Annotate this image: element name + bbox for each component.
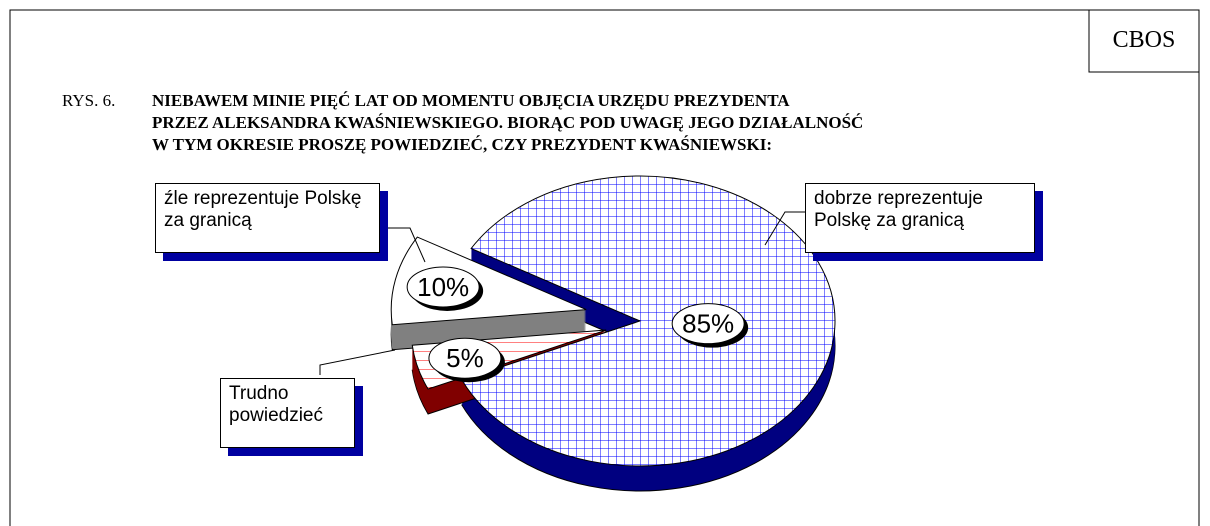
leader-lines	[319, 211, 805, 375]
title-line: W TYM OKRESIE PROSZĘ POWIEDZIEĆ, CZY PRE…	[152, 135, 772, 154]
category-label: źle reprezentuje Polskę za granicą	[155, 183, 380, 253]
value-label-bg	[428, 337, 502, 379]
value-label: 85%	[682, 309, 734, 339]
value-label-bg	[671, 303, 745, 345]
frame	[9, 9, 1200, 526]
title-line: NIEBAWEM MINIE PIĘĆ LAT OD MOMENTU OBJĘC…	[152, 91, 790, 110]
figure-label: RYS. 6.	[62, 91, 115, 110]
source: CBOS	[1113, 27, 1176, 53]
value-label-bg	[406, 266, 480, 308]
leader-line	[319, 349, 396, 375]
source-box	[1088, 9, 1200, 73]
leader-line	[764, 211, 805, 246]
slice	[461, 175, 836, 467]
category-label: Trudno powiedzieć	[220, 378, 355, 448]
value-label: 5%	[446, 343, 484, 373]
category-label: dobrze reprezentuje Polskę za granicą	[805, 183, 1035, 253]
value-label: 10%	[417, 272, 469, 302]
leader-line	[380, 227, 426, 263]
title-line: PRZEZ ALEKSANDRA KWAŚNIEWSKIEGO. BIORĄC …	[152, 113, 863, 132]
